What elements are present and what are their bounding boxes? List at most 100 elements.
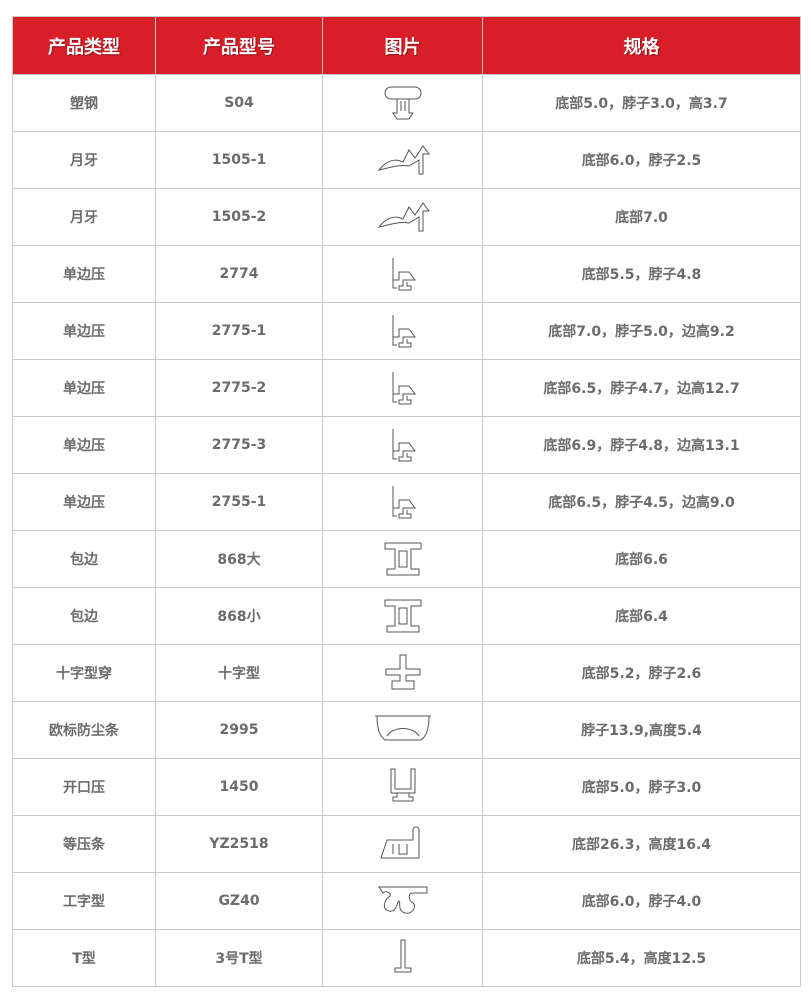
table-row: 单边压 2774 底部5.5，脖子4.8 [12, 245, 801, 303]
product-type: 等压条 [12, 815, 156, 873]
table-row: 单边压 2775-2 底部6.5，脖子4.7，边高12.7 [12, 359, 801, 417]
crescent-profile-icon [377, 145, 430, 175]
product-type: 单边压 [12, 302, 156, 360]
i-profile-icon [377, 886, 427, 914]
product-type: 包边 [12, 587, 156, 645]
product-type: 月牙 [12, 188, 156, 246]
table-row: T型 3号T型 底部5.4，高度12.5 [12, 929, 801, 987]
single-side-profile-icon [392, 486, 416, 519]
product-image [322, 815, 483, 873]
product-spec: 底部6.5，脖子4.7，边高12.7 [482, 359, 801, 417]
dust-strip-profile-icon [374, 715, 431, 741]
product-image [322, 245, 483, 303]
open-profile-icon [390, 768, 415, 802]
pressure-strip-profile-icon [379, 826, 419, 859]
product-type: T型 [12, 929, 156, 987]
product-model: 2775-3 [155, 416, 323, 474]
product-type: 包边 [12, 530, 156, 588]
table-row: 包边 868大 底部6.6 [12, 530, 801, 588]
product-type: 开口压 [12, 758, 156, 816]
product-model: 2775-1 [155, 302, 323, 360]
product-image [322, 131, 483, 189]
product-type: 欧标防尘条 [12, 701, 156, 759]
product-spec: 底部6.5，脖子4.5，边高9.0 [482, 473, 801, 531]
single-side-profile-icon [392, 372, 416, 405]
product-model: 868大 [155, 530, 323, 588]
product-spec: 底部7.0 [482, 188, 801, 246]
product-spec: 底部5.2，脖子2.6 [482, 644, 801, 702]
product-image [322, 416, 483, 474]
product-type: 工字型 [12, 872, 156, 930]
header-spec: 规格 [482, 16, 801, 75]
table-row: 开口压 1450 底部5.0，脖子3.0 [12, 758, 801, 816]
product-spec: 底部5.4，高度12.5 [482, 929, 801, 987]
t-profile-icon [384, 86, 421, 120]
product-image [322, 473, 483, 531]
product-type: 单边压 [12, 245, 156, 303]
product-type: 单边压 [12, 473, 156, 531]
product-image [322, 530, 483, 588]
table-row: 工字型 GZ40 底部6.0，脖子4.0 [12, 872, 801, 930]
table-row: 单边压 2755-1 底部6.5，脖子4.5，边高9.0 [12, 473, 801, 531]
product-image [322, 587, 483, 645]
product-image [322, 758, 483, 816]
product-spec: 底部5.5，脖子4.8 [482, 245, 801, 303]
product-image [322, 188, 483, 246]
product-type: 塑钢 [12, 74, 156, 132]
product-image [322, 929, 483, 987]
product-spec: 底部26.3，高度16.4 [482, 815, 801, 873]
product-table: 产品类型 产品型号 图片 规格 塑钢 S04 底部5.0，脖子3.0，高3.7 月… [12, 16, 801, 987]
product-image [322, 701, 483, 759]
product-model: 868小 [155, 587, 323, 645]
product-type: 单边压 [12, 359, 156, 417]
table-row: 塑钢 S04 底部5.0，脖子3.0，高3.7 [12, 74, 801, 132]
table-row: 欧标防尘条 2995 脖子13.9,高度5.4 [12, 701, 801, 759]
product-model: S04 [155, 74, 323, 132]
cross-profile-icon [385, 654, 420, 690]
single-side-profile-icon [392, 429, 416, 462]
t-small-profile-icon [394, 939, 411, 973]
product-image [322, 872, 483, 930]
product-type: 单边压 [12, 416, 156, 474]
product-type: 月牙 [12, 131, 156, 189]
product-image [322, 302, 483, 360]
product-model: 1505-2 [155, 188, 323, 246]
header-model: 产品型号 [155, 16, 323, 75]
product-image [322, 644, 483, 702]
product-image [322, 359, 483, 417]
table-row: 十字型穿 十字型 底部5.2，脖子2.6 [12, 644, 801, 702]
header-row: 产品类型 产品型号 图片 规格 [12, 16, 801, 75]
table-row: 月牙 1505-2 底部7.0 [12, 188, 801, 246]
product-spec: 底部6.9，脖子4.8，边高13.1 [482, 416, 801, 474]
product-spec: 底部6.0，脖子4.0 [482, 872, 801, 930]
crescent-profile-icon [377, 202, 430, 232]
product-spec: 底部7.0，脖子5.0，边高9.2 [482, 302, 801, 360]
table-row: 月牙 1505-1 底部6.0，脖子2.5 [12, 131, 801, 189]
edge-profile-icon [384, 599, 421, 633]
edge-profile-icon [384, 542, 421, 576]
product-spec: 底部6.6 [482, 530, 801, 588]
product-model: 2775-2 [155, 359, 323, 417]
single-side-profile-icon [392, 315, 416, 348]
product-model: GZ40 [155, 872, 323, 930]
single-side-profile-icon [392, 258, 416, 291]
product-spec: 脖子13.9,高度5.4 [482, 701, 801, 759]
product-type: 十字型穿 [12, 644, 156, 702]
table-row: 包边 868小 底部6.4 [12, 587, 801, 645]
product-model: 3号T型 [155, 929, 323, 987]
table-row: 单边压 2775-1 底部7.0，脖子5.0，边高9.2 [12, 302, 801, 360]
product-model: 2995 [155, 701, 323, 759]
header-image: 图片 [322, 16, 483, 75]
table-row: 等压条 YZ2518 底部26.3，高度16.4 [12, 815, 801, 873]
product-image [322, 74, 483, 132]
product-spec: 底部6.0，脖子2.5 [482, 131, 801, 189]
header-type: 产品类型 [12, 16, 156, 75]
product-spec: 底部6.4 [482, 587, 801, 645]
table-row: 单边压 2775-3 底部6.9，脖子4.8，边高13.1 [12, 416, 801, 474]
product-model: 1450 [155, 758, 323, 816]
product-model: 1505-1 [155, 131, 323, 189]
product-model: 十字型 [155, 644, 323, 702]
product-model: 2774 [155, 245, 323, 303]
product-spec: 底部5.0，脖子3.0，高3.7 [482, 74, 801, 132]
product-model: 2755-1 [155, 473, 323, 531]
